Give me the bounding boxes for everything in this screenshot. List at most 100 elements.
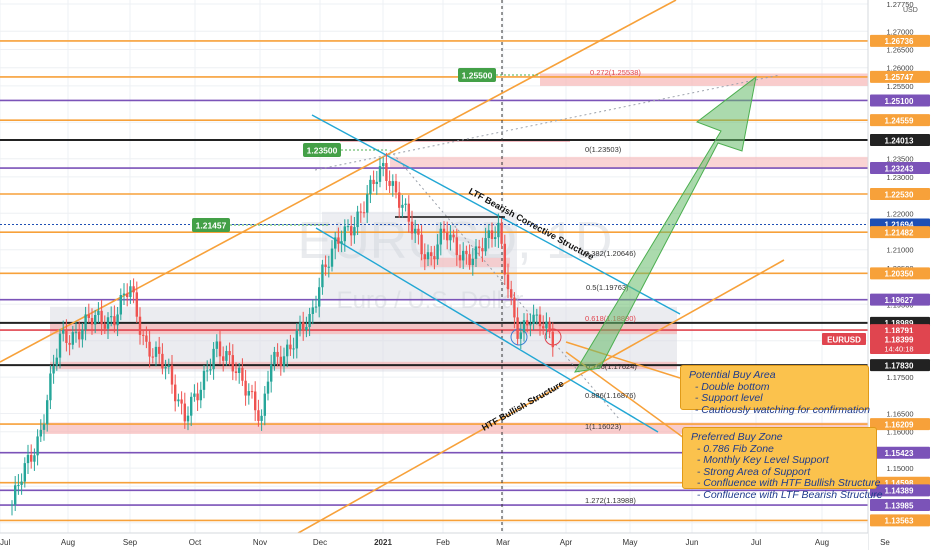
candle-body bbox=[234, 371, 238, 373]
fib-zone bbox=[50, 323, 677, 335]
candle-body bbox=[410, 221, 414, 234]
candle-body bbox=[420, 234, 423, 255]
candle-body bbox=[202, 370, 206, 390]
candle-body bbox=[52, 365, 55, 374]
price-tick-label: 1.17500 bbox=[886, 373, 913, 382]
currency-label: USD bbox=[903, 7, 918, 14]
preferred-buy-zone-note: Preferred Buy Zone - 0.786 Fib Zone - Mo… bbox=[682, 427, 883, 501]
candle-body bbox=[484, 238, 487, 252]
time-tick-label: Nov bbox=[253, 538, 267, 547]
fib-label: 0.5(1.19763) bbox=[586, 283, 629, 292]
candle-body bbox=[14, 485, 17, 505]
candle-body bbox=[113, 316, 116, 326]
candle-body bbox=[298, 322, 302, 331]
candle-body bbox=[167, 365, 170, 368]
candle-body bbox=[359, 211, 362, 213]
candle-body bbox=[199, 389, 202, 401]
candle-body bbox=[526, 320, 529, 326]
fib-label: 0.886(1.16876) bbox=[585, 391, 636, 400]
candle-body bbox=[436, 244, 439, 260]
candle-body bbox=[10, 504, 14, 506]
price-level-badge-text: 1.15423 bbox=[885, 449, 914, 458]
candle-body bbox=[78, 331, 81, 340]
candle-body bbox=[350, 226, 353, 236]
level-tag-text: 1.21457 bbox=[196, 221, 227, 231]
candle-body bbox=[135, 292, 138, 317]
candle-body bbox=[119, 295, 122, 315]
candle-body bbox=[490, 230, 494, 239]
candle-body bbox=[366, 194, 369, 213]
candle-body bbox=[36, 436, 39, 456]
candle-body bbox=[462, 250, 465, 261]
time-tick-label: Se bbox=[880, 538, 890, 547]
candle-body bbox=[513, 297, 516, 318]
current-symbol-badge bbox=[822, 333, 866, 345]
fib-zone bbox=[390, 156, 868, 168]
candle-body bbox=[471, 258, 474, 266]
time-tick-label: 2021 bbox=[374, 538, 392, 547]
price-axis: USD1.277501.270001.265001.260001.255001.… bbox=[822, 0, 932, 550]
fib-label: 0.786(1.17624) bbox=[586, 362, 637, 371]
candle-body bbox=[161, 353, 164, 369]
candle-body bbox=[308, 314, 311, 327]
price-level-badge bbox=[870, 418, 930, 431]
candle-body bbox=[90, 318, 94, 325]
countdown: 14:40:18 bbox=[884, 345, 913, 354]
current-price-badge bbox=[870, 333, 930, 354]
candle-body bbox=[442, 228, 446, 233]
candle-body bbox=[58, 333, 62, 358]
candle-body bbox=[542, 326, 545, 329]
fib-label: 0(1.23503) bbox=[585, 145, 622, 154]
level-tag-text: 1.23500 bbox=[307, 146, 338, 156]
candle-body bbox=[62, 330, 65, 334]
price-level-badge-text: 1.16209 bbox=[885, 420, 914, 429]
bottom-marker bbox=[510, 328, 528, 346]
candle-body bbox=[487, 230, 490, 239]
price-level-badge bbox=[870, 359, 930, 372]
price-tick-label: 1.26000 bbox=[886, 64, 913, 73]
candle-body bbox=[506, 274, 510, 290]
candle-body bbox=[356, 211, 359, 228]
candle-body bbox=[151, 356, 154, 358]
candle-body bbox=[279, 356, 282, 367]
candle-body bbox=[324, 264, 327, 268]
fib-diagonal bbox=[314, 74, 781, 171]
level-tag bbox=[192, 218, 230, 232]
price-tick-label: 1.25500 bbox=[886, 82, 913, 91]
htf-upper-channel-line bbox=[0, 0, 677, 363]
price-level-badge-text: 1.19627 bbox=[885, 296, 914, 305]
price-tick-label: 1.26500 bbox=[886, 46, 913, 55]
price-level-badge bbox=[870, 134, 930, 147]
candle-body bbox=[522, 320, 526, 333]
candle-body bbox=[17, 484, 20, 486]
candle-body bbox=[266, 381, 270, 394]
candle-body bbox=[68, 342, 71, 345]
price-level-badge-text: 1.14598 bbox=[885, 479, 914, 488]
price-level-badge-text: 1.18791 bbox=[885, 326, 914, 335]
candle-body bbox=[170, 365, 174, 385]
candle-body bbox=[215, 341, 218, 349]
time-tick-label: Feb bbox=[436, 538, 450, 547]
candle-body bbox=[30, 454, 33, 462]
price-tick-label: 1.27000 bbox=[886, 27, 913, 36]
candle-body bbox=[545, 321, 548, 329]
candle-body bbox=[106, 317, 110, 329]
candle-body bbox=[110, 316, 113, 318]
watermark: EURUSD, 1D Euro / U.S. Dollar bbox=[298, 212, 613, 314]
candle-body bbox=[404, 203, 407, 205]
candle-body bbox=[551, 331, 554, 348]
candle-body bbox=[286, 344, 289, 357]
candle-body bbox=[222, 356, 225, 361]
candle-body bbox=[426, 252, 430, 260]
candle-body bbox=[65, 330, 68, 343]
candle-body bbox=[180, 399, 183, 404]
candle-body bbox=[433, 256, 436, 260]
price-tick-label: 1.15000 bbox=[886, 464, 913, 473]
level-tag-text: 1.25500 bbox=[462, 71, 493, 81]
price-level-badge-text: 1.13985 bbox=[885, 501, 914, 510]
candle-body bbox=[126, 293, 129, 298]
candle-body bbox=[122, 293, 126, 296]
price-level-badge bbox=[870, 162, 930, 175]
candle-body bbox=[369, 179, 372, 195]
